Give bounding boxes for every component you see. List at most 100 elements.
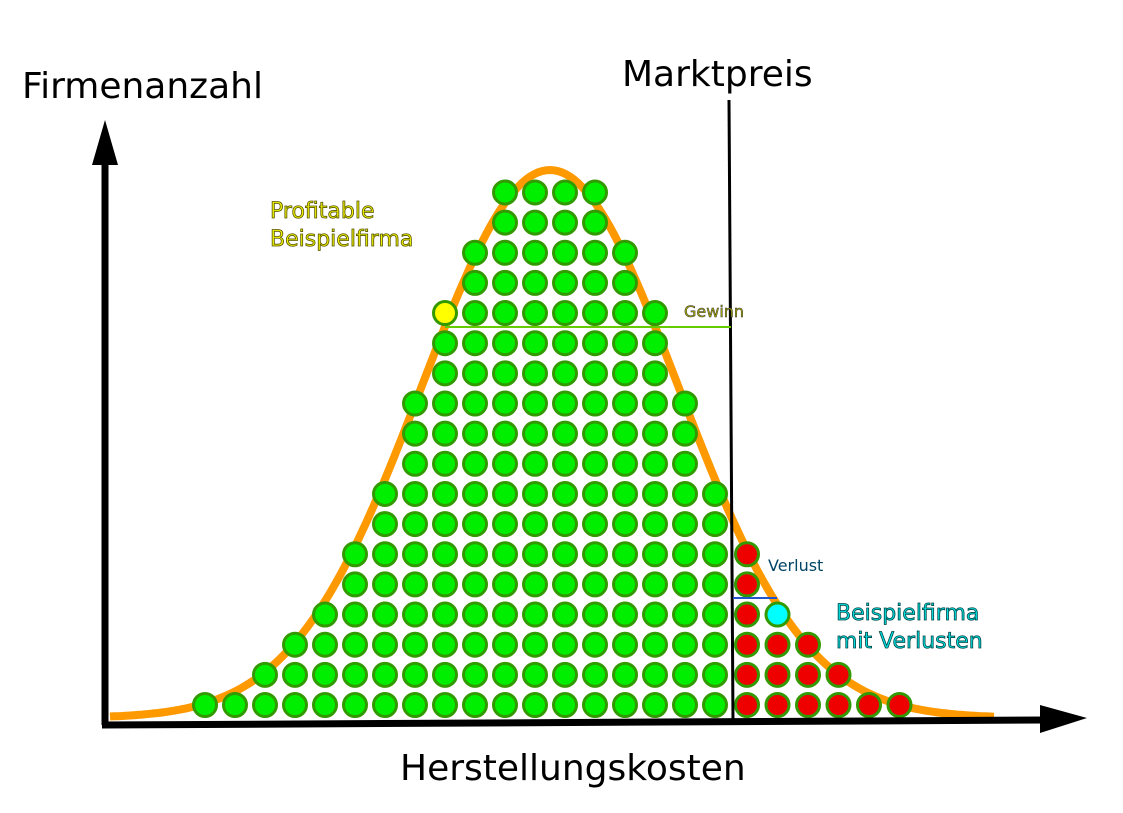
firm [552,360,578,387]
firm [462,480,488,507]
firm [612,450,638,477]
firm [522,511,548,538]
firm [702,480,728,507]
firm [702,661,728,688]
firm [612,692,638,718]
firm [492,450,518,477]
firm [522,450,548,477]
firm [462,330,488,357]
firm [402,601,428,628]
firm [672,511,698,538]
firm [492,209,518,236]
firm [552,209,578,236]
loss-firm [886,692,913,718]
firm [342,571,368,598]
losing-label: Beispielfirma [836,601,979,626]
firm [492,179,518,206]
x-axis-label: Herstellungskosten [400,748,746,789]
firm [552,450,578,477]
firm [522,661,548,688]
firm [522,179,548,206]
market-line [727,99,735,723]
firm [462,601,488,628]
firm [372,541,398,568]
firm [222,692,248,718]
firm [642,360,668,387]
firm [462,239,488,266]
firm [462,450,488,477]
firm [612,420,638,447]
firm [552,661,578,688]
firm [642,571,668,598]
firm [582,360,608,387]
firm [282,631,308,658]
firm [522,360,548,387]
firm [402,541,428,568]
firm [582,390,608,417]
firm [432,450,458,477]
firm [642,511,668,538]
firm [522,420,548,447]
firm [462,420,488,447]
profitable-firm [432,300,458,327]
firm [312,661,338,688]
x-arrow [1040,705,1087,733]
firm [402,661,428,688]
firm [612,661,638,688]
firm [642,601,668,628]
firm [612,269,638,296]
firm [642,661,668,688]
firm [552,420,578,447]
firm [492,480,518,507]
firm [672,661,698,688]
firm [342,541,368,568]
loss-firm [764,692,791,718]
firm [462,692,488,718]
firm [252,692,278,718]
firm [312,692,338,718]
firm [312,601,338,628]
firm [432,541,458,568]
firm [582,692,608,718]
firm [582,209,608,236]
firm [582,571,608,598]
firm [492,692,518,718]
losing-label: mit Verlusten [836,629,983,654]
firm [402,511,428,538]
firm [642,300,668,327]
firm [402,571,428,598]
firm [672,601,698,628]
firm [642,631,668,658]
firm [342,631,368,658]
firm [492,300,518,327]
firm [402,390,428,417]
firm [492,511,518,538]
firm [552,269,578,296]
firm [552,631,578,658]
firm [462,541,488,568]
firm [522,390,548,417]
firm [582,480,608,507]
firm [432,420,458,447]
firm [672,571,698,598]
firm [282,692,308,718]
firm [372,631,398,658]
y-axis-label: Firmenanzahl [22,66,263,107]
loss-firm [734,571,760,598]
firm [642,541,668,568]
firm [612,511,638,538]
market-label: Marktpreis [622,54,813,95]
firm [432,480,458,507]
firm [432,661,458,688]
firm [672,390,698,417]
firm [402,450,428,477]
firm [522,541,548,568]
x-axis [101,716,1046,729]
profitable-label: Beispielfirma [270,227,413,252]
firm [612,541,638,568]
firm [402,631,428,658]
firm [462,661,488,688]
firm [552,480,578,507]
firm [492,661,518,688]
